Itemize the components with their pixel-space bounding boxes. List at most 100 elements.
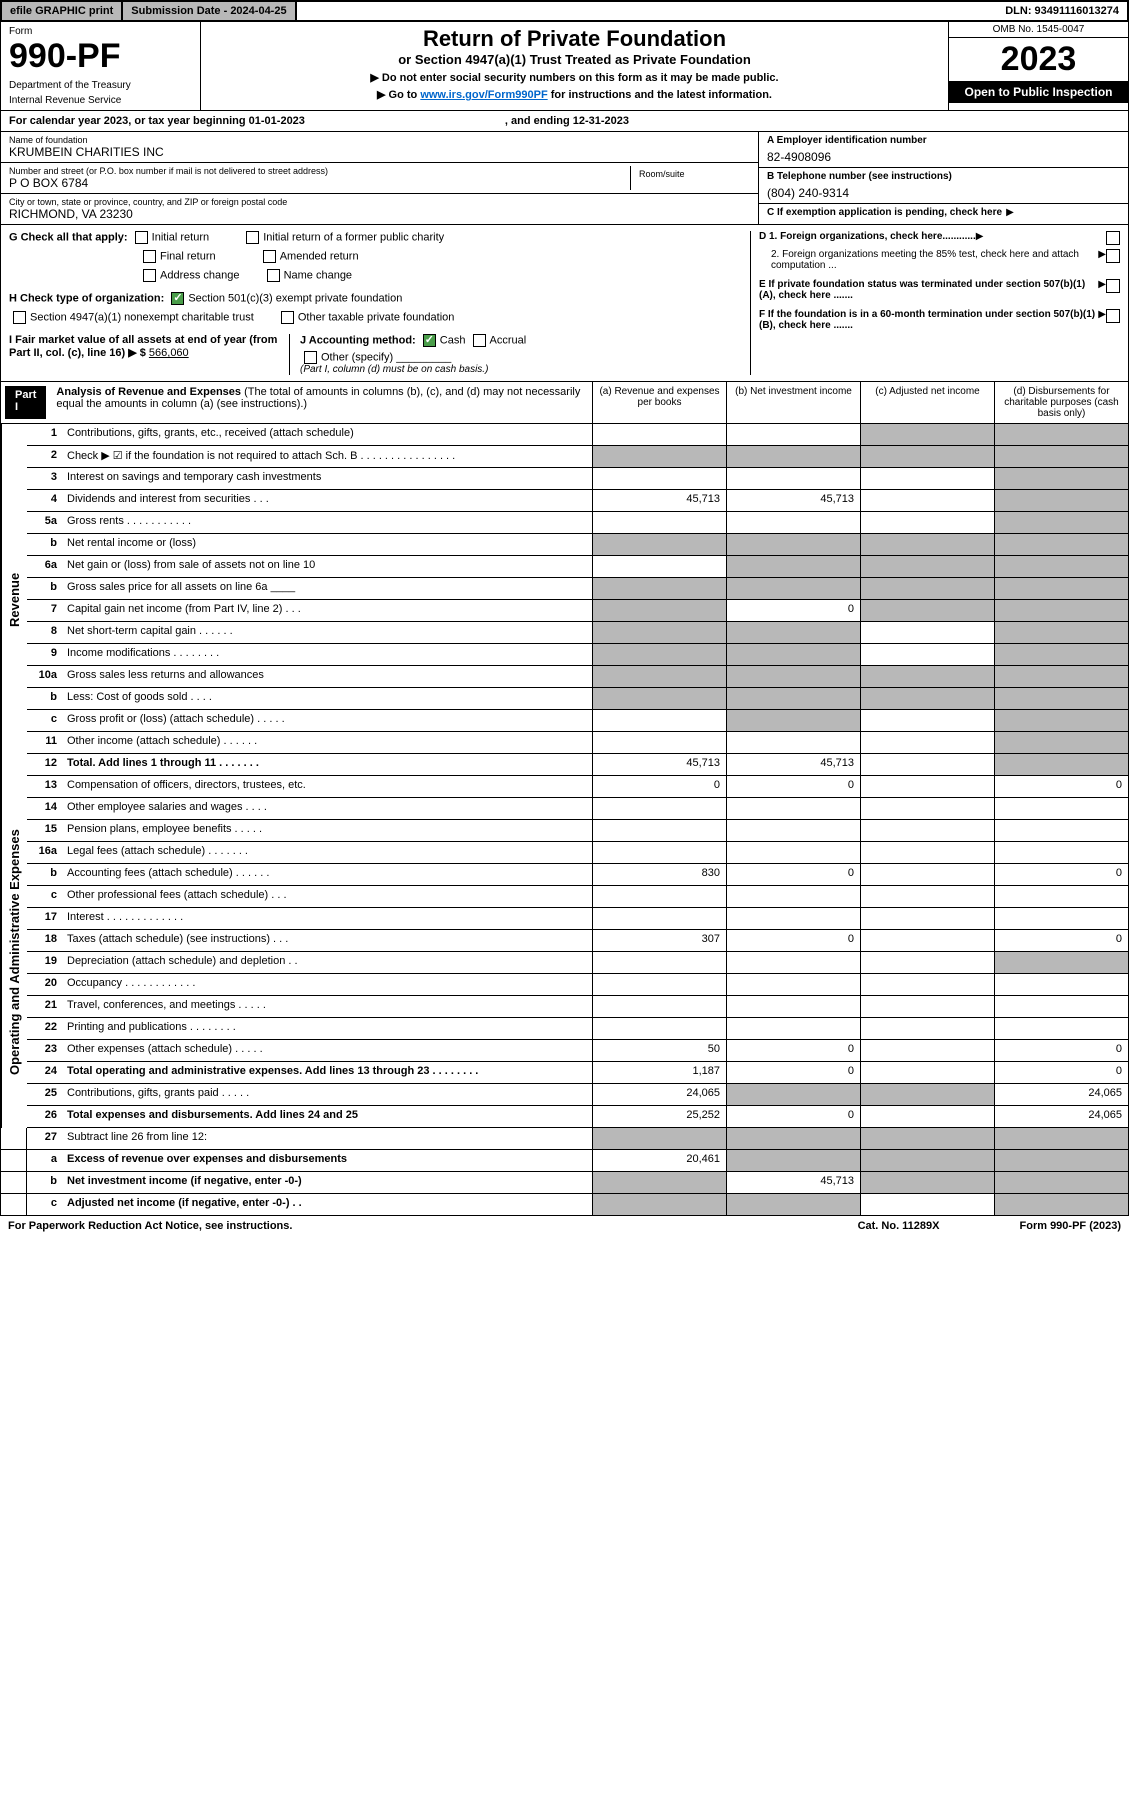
- line-number: 23: [27, 1040, 63, 1061]
- table-row: 18Taxes (attach schedule) (see instructi…: [27, 930, 1129, 952]
- checkbox-address[interactable]: [143, 269, 156, 282]
- col-d: [994, 908, 1128, 929]
- line-desc: Total operating and administrative expen…: [63, 1062, 592, 1083]
- col-c: [860, 468, 994, 489]
- checkbox-501c3[interactable]: [171, 292, 184, 305]
- open-inspection: Open to Public Inspection: [949, 81, 1128, 103]
- checkbox-other-tax[interactable]: [281, 311, 294, 324]
- checkbox-initial-former[interactable]: [246, 231, 259, 244]
- col-d: [994, 798, 1128, 819]
- col-c: [860, 1128, 994, 1149]
- line-desc: Gross sales less returns and allowances: [63, 666, 592, 687]
- col-a: [592, 842, 726, 863]
- table-row: 2Check ▶ ☑ if the foundation is not requ…: [27, 446, 1129, 468]
- checkbox-final[interactable]: [143, 250, 156, 263]
- info-right: A Employer identification number 82-4908…: [758, 132, 1128, 224]
- col-c: [860, 556, 994, 577]
- table-row: 16aLegal fees (attach schedule) . . . . …: [27, 842, 1129, 864]
- col-b: 0: [726, 864, 860, 885]
- col-a: [592, 644, 726, 665]
- table-row: 14Other employee salaries and wages . . …: [27, 798, 1129, 820]
- line-number: 12: [27, 754, 63, 775]
- line-number: a: [27, 1150, 63, 1171]
- col-b: [726, 666, 860, 687]
- line-number: 3: [27, 468, 63, 489]
- checkbox-d2[interactable]: [1106, 249, 1120, 263]
- line-desc: Depreciation (attach schedule) and deple…: [63, 952, 592, 973]
- checkbox-e[interactable]: [1106, 279, 1120, 293]
- col-b: [726, 446, 860, 467]
- col-b: [726, 996, 860, 1017]
- col-d: [994, 622, 1128, 643]
- table-row: 19Depreciation (attach schedule) and dep…: [27, 952, 1129, 974]
- line-desc: Other expenses (attach schedule) . . . .…: [63, 1040, 592, 1061]
- revenue-section: Revenue 1Contributions, gifts, grants, e…: [0, 424, 1129, 776]
- col-d: [994, 1194, 1128, 1215]
- col-a: [592, 1172, 726, 1193]
- form-subtitle: or Section 4947(a)(1) Trust Treated as P…: [213, 52, 936, 67]
- col-b: [726, 842, 860, 863]
- col-b: 0: [726, 776, 860, 797]
- col-a-header: (a) Revenue and expenses per books: [592, 382, 726, 423]
- col-c: [860, 1194, 994, 1215]
- checkbox-other-method[interactable]: [304, 351, 317, 364]
- col-b: [726, 798, 860, 819]
- table-row: bAccounting fees (attach schedule) . . .…: [27, 864, 1129, 886]
- table-row: 11Other income (attach schedule) . . . .…: [27, 732, 1129, 754]
- foundation-name-cell: Name of foundation KRUMBEIN CHARITIES IN…: [1, 132, 758, 163]
- checkbox-4947[interactable]: [13, 311, 26, 324]
- col-a: 307: [592, 930, 726, 951]
- line-desc: Capital gain net income (from Part IV, l…: [63, 600, 592, 621]
- checkbox-initial[interactable]: [135, 231, 148, 244]
- col-b: 45,713: [726, 754, 860, 775]
- col-d: [994, 842, 1128, 863]
- col-c: [860, 908, 994, 929]
- line-number: 26: [27, 1106, 63, 1127]
- line-desc: Other income (attach schedule) . . . . .…: [63, 732, 592, 753]
- col-c: [860, 446, 994, 467]
- table-row: 3Interest on savings and temporary cash …: [27, 468, 1129, 490]
- line-desc: Occupancy . . . . . . . . . . . .: [63, 974, 592, 995]
- col-c: [860, 1106, 994, 1127]
- line-number: 10a: [27, 666, 63, 687]
- col-c: [860, 1172, 994, 1193]
- col-a: [592, 688, 726, 709]
- col-d: [994, 820, 1128, 841]
- line-desc: Dividends and interest from securities .…: [63, 490, 592, 511]
- col-b: [726, 710, 860, 731]
- col-c: [860, 688, 994, 709]
- checkbox-amended[interactable]: [263, 250, 276, 263]
- col-a: [592, 908, 726, 929]
- col-a: 0: [592, 776, 726, 797]
- line-number: b: [27, 1172, 63, 1193]
- revenue-side-label: Revenue: [1, 424, 27, 776]
- checkbox-d1[interactable]: [1106, 231, 1120, 245]
- checkbox-f[interactable]: [1106, 309, 1120, 323]
- line-desc: Contributions, gifts, grants paid . . . …: [63, 1084, 592, 1105]
- checkbox-cash[interactable]: [423, 334, 436, 347]
- col-b: 0: [726, 1062, 860, 1083]
- col-c: [860, 600, 994, 621]
- dept-treasury: Department of the Treasury: [9, 80, 192, 91]
- col-b: [726, 952, 860, 973]
- checkbox-name[interactable]: [267, 269, 280, 282]
- col-a: [592, 1194, 726, 1215]
- line-number: 17: [27, 908, 63, 929]
- col-d: 24,065: [994, 1084, 1128, 1105]
- instructions-link[interactable]: www.irs.gov/Form990PF: [420, 89, 547, 101]
- col-a: [592, 468, 726, 489]
- col-a: 830: [592, 864, 726, 885]
- form-label: Form: [9, 26, 192, 37]
- col-b: [726, 886, 860, 907]
- line-desc: Net rental income or (loss): [63, 534, 592, 555]
- col-c: [860, 1018, 994, 1039]
- line-number: 18: [27, 930, 63, 951]
- line-desc: Gross profit or (loss) (attach schedule)…: [63, 710, 592, 731]
- checkbox-accrual[interactable]: [473, 334, 486, 347]
- col-a: 45,713: [592, 754, 726, 775]
- line-desc: Check ▶ ☑ if the foundation is not requi…: [63, 446, 592, 467]
- col-a: 50: [592, 1040, 726, 1061]
- line-desc: Excess of revenue over expenses and disb…: [63, 1150, 592, 1171]
- col-a: [592, 710, 726, 731]
- table-row: 7Capital gain net income (from Part IV, …: [27, 600, 1129, 622]
